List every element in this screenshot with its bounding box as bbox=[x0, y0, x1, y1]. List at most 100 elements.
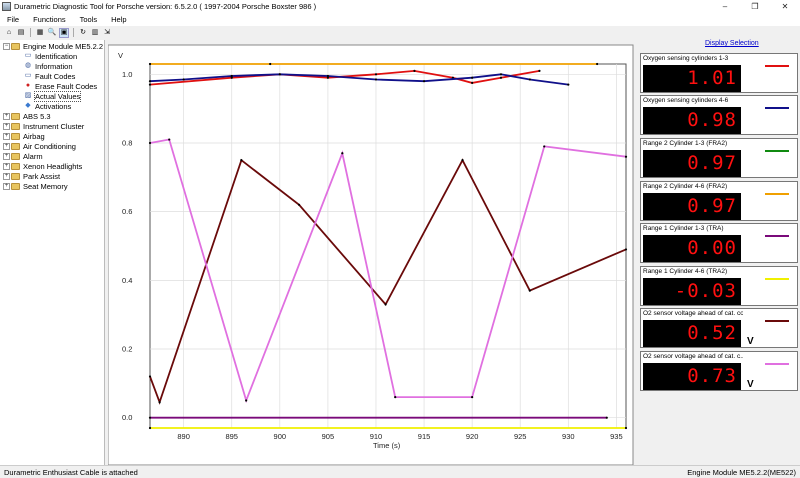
save-icon[interactable]: ▦ bbox=[36, 29, 44, 36]
value-gauge[interactable]: Oxygen sensing cylinders 1-3 1.01 bbox=[640, 53, 798, 93]
status-bar: Durametric Enthusiast Cable is attached … bbox=[0, 465, 800, 478]
tree-item-label: Air Conditioning bbox=[23, 141, 76, 151]
tree-item[interactable]: + ABS 5.3 bbox=[0, 111, 104, 121]
print-preview-icon[interactable]: 🔍 bbox=[47, 29, 57, 36]
value-gauge[interactable]: Range 1 Cylinder 4-6 (TRA2) -0.03 bbox=[640, 266, 798, 306]
menu-help[interactable]: Help bbox=[111, 15, 127, 24]
value-gauge[interactable]: Oxygen sensing cylinders 4-6 0.98 bbox=[640, 95, 798, 135]
gauge-label: Range 2 Cylinder 1-3 (FRA2) bbox=[643, 140, 728, 147]
info-icon: ▭ bbox=[24, 52, 32, 59]
tree-item-label: Alarm bbox=[23, 151, 43, 161]
menu-tools[interactable]: Tools bbox=[79, 15, 98, 24]
x-tick-label: 920 bbox=[466, 432, 479, 441]
data-point bbox=[230, 74, 233, 78]
tree-item[interactable]: ● Erase Fault Codes bbox=[0, 81, 104, 91]
data-point bbox=[148, 62, 152, 66]
gauge-series-color bbox=[765, 65, 789, 67]
tree-item[interactable]: + Xenon Headlights bbox=[0, 161, 104, 171]
tree-item-label: Activations bbox=[35, 101, 72, 111]
open-icon[interactable]: ▤ bbox=[17, 29, 25, 36]
gauge-label: Oxygen sensing cylinders 1-3 bbox=[643, 55, 729, 62]
data-point bbox=[543, 145, 546, 148]
tree-item[interactable]: ◍ Information bbox=[0, 61, 104, 71]
maximize-button[interactable]: ❐ bbox=[751, 2, 759, 11]
data-point bbox=[326, 74, 329, 78]
menu-file[interactable]: File bbox=[7, 15, 20, 24]
x-tick-label: 890 bbox=[177, 432, 190, 441]
tree-item[interactable]: ▭ Identification bbox=[0, 51, 104, 61]
gauge-series-color bbox=[765, 363, 789, 365]
data-point bbox=[374, 78, 378, 81]
gauge-series-color bbox=[765, 320, 789, 322]
tree-item[interactable]: − Engine Module ME5.2.2 bbox=[0, 41, 104, 51]
status-left: Durametric Enthusiast Cable is attached bbox=[4, 467, 138, 477]
tree-item[interactable]: ▭ Fault Codes bbox=[0, 71, 104, 81]
value-gauge[interactable]: Range 2 Cylinder 4-6 (FRA2) 0.97 bbox=[640, 181, 798, 221]
gauge-unit: V bbox=[747, 379, 754, 390]
chart-panel: 890 895 900 905 910 915 920 925 930 935 0.0 0.2 0.4 0… bbox=[107, 40, 638, 466]
splitter[interactable] bbox=[105, 40, 108, 465]
expand-icon[interactable]: + bbox=[3, 142, 10, 150]
value-gauge[interactable]: Range 2 Cylinder 1-3 (FRA2) 0.97 bbox=[640, 138, 798, 178]
gauge-display: 0.98 bbox=[643, 107, 741, 134]
close-button[interactable]: ✕ bbox=[781, 2, 789, 11]
folder-icon bbox=[11, 162, 20, 170]
gauge-series-color bbox=[765, 107, 789, 109]
tree-item[interactable]: + Instrument Cluster bbox=[0, 121, 104, 131]
tree-item-label: Fault Codes bbox=[35, 71, 76, 81]
report-icon[interactable]: ▥ bbox=[91, 29, 99, 36]
gauge-value: 0.97 bbox=[687, 195, 737, 217]
menu-functions[interactable]: Functions bbox=[33, 15, 66, 24]
data-point bbox=[148, 83, 152, 86]
toolbar: ⌂ ▤ ▦ 🔍 ▣ ↻ ▥ ⇲ bbox=[0, 26, 800, 39]
chart-view-icon[interactable]: ▣ bbox=[59, 27, 69, 38]
display-selection-link[interactable]: Display Selection bbox=[705, 40, 759, 47]
expand-icon[interactable]: + bbox=[3, 162, 10, 170]
data-point bbox=[528, 289, 531, 292]
tree-item[interactable]: ◆ Activations bbox=[0, 101, 104, 111]
tree-item[interactable]: + Airbag bbox=[0, 131, 104, 141]
tree-item[interactable]: + Park Assist bbox=[0, 171, 104, 181]
tree-item[interactable]: + Air Conditioning bbox=[0, 141, 104, 151]
expand-icon[interactable]: + bbox=[3, 132, 10, 140]
tree-item[interactable]: ▨ Actual Values bbox=[0, 90, 104, 102]
value-gauge[interactable]: Range 1 Cylinder 1-3 (TRA) 0.00 bbox=[640, 223, 798, 263]
expand-icon[interactable]: + bbox=[3, 122, 10, 130]
gauge-label: Oxygen sensing cylinders 4-6 bbox=[643, 97, 729, 104]
expand-icon[interactable]: + bbox=[3, 182, 10, 190]
activation-icon: ◆ bbox=[25, 102, 31, 109]
folder-icon bbox=[11, 142, 20, 150]
gauge-display: -0.03 bbox=[643, 278, 741, 305]
series-line bbox=[149, 138, 627, 404]
data-point bbox=[528, 78, 531, 81]
minimize-button[interactable]: – bbox=[722, 2, 728, 11]
y-tick-label: 0.8 bbox=[122, 138, 132, 147]
tree-item[interactable]: + Alarm bbox=[0, 151, 104, 161]
expand-icon[interactable]: + bbox=[3, 172, 10, 180]
gauge-label: Range 2 Cylinder 4-6 (FRA2) bbox=[643, 183, 728, 190]
data-point bbox=[567, 83, 570, 86]
collapse-icon[interactable]: − bbox=[3, 42, 10, 50]
plot-area bbox=[149, 63, 627, 429]
refresh-icon[interactable]: ↻ bbox=[80, 29, 86, 36]
gauge-value: 0.00 bbox=[687, 237, 737, 259]
expand-icon[interactable]: + bbox=[3, 152, 10, 160]
expand-icon[interactable]: + bbox=[3, 112, 10, 120]
tree-item-label: Park Assist bbox=[23, 171, 61, 181]
value-gauge[interactable]: O2 sensor voltage ahead of cat. c.. bank… bbox=[640, 351, 798, 391]
fault-icon: ▭ bbox=[24, 72, 32, 79]
values-icon: ▨ bbox=[24, 92, 32, 99]
x-tick-label: 910 bbox=[370, 432, 383, 441]
data-point bbox=[624, 248, 628, 251]
data-point bbox=[605, 416, 608, 419]
home-icon[interactable]: ⌂ bbox=[6, 29, 12, 36]
x-tick-label: 900 bbox=[274, 432, 287, 441]
gauge-series-color bbox=[765, 278, 789, 280]
value-gauge[interactable]: O2 sensor voltage ahead of cat. conv 0.52… bbox=[640, 308, 798, 348]
export-icon[interactable]: ⇲ bbox=[104, 29, 110, 36]
tree-item[interactable]: + Seat Memory bbox=[0, 181, 104, 191]
status-right: Engine Module ME5.2.2(ME522) bbox=[687, 467, 796, 477]
y-tick-label: 0.2 bbox=[122, 345, 132, 354]
data-point bbox=[240, 159, 243, 162]
x-tick-label: 905 bbox=[322, 432, 335, 441]
